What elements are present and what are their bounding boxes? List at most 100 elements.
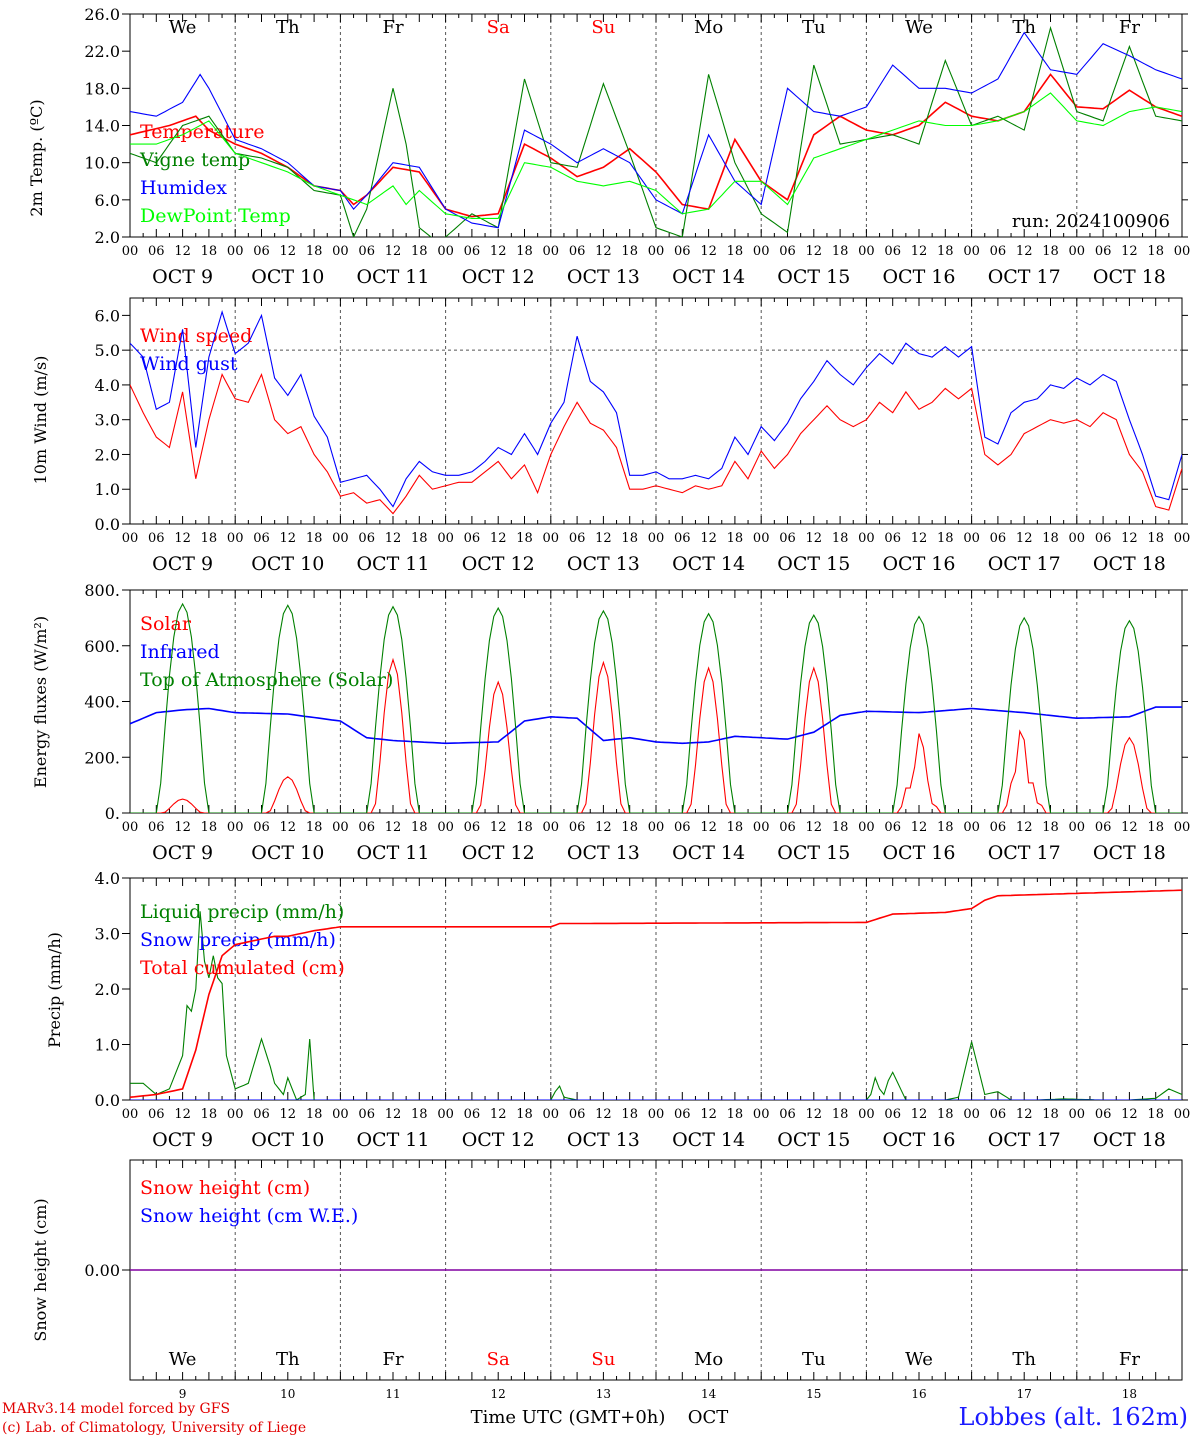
hour-tick-label: 18 bbox=[411, 1107, 428, 1122]
hour-tick-label: 18 bbox=[516, 244, 533, 259]
legend-item: Vigne temp bbox=[139, 149, 250, 171]
hour-tick-label: 00 bbox=[332, 1107, 349, 1122]
hour-tick-label: 06 bbox=[990, 531, 1007, 546]
hour-tick-label: 06 bbox=[569, 820, 586, 835]
weekday-label: Fr bbox=[382, 1349, 403, 1370]
hour-tick-label: 18 bbox=[727, 244, 744, 259]
weekday-label: Tu bbox=[802, 1349, 826, 1370]
day-number-label: 13 bbox=[596, 1387, 611, 1401]
hour-tick-label: 18 bbox=[727, 820, 744, 835]
hour-tick-label: 12 bbox=[1121, 820, 1138, 835]
y-axis-label: Precip (mm/h) bbox=[45, 932, 64, 1048]
hour-tick-label: 12 bbox=[1121, 531, 1138, 546]
date-label: OCT 10 bbox=[251, 1129, 324, 1151]
hour-tick-label: 18 bbox=[306, 1107, 323, 1122]
hour-tick-label: 06 bbox=[464, 820, 481, 835]
hour-tick-label: 18 bbox=[937, 244, 954, 259]
hour-tick-label: 12 bbox=[911, 531, 928, 546]
legend-item: Wind gust bbox=[140, 353, 238, 375]
hour-tick-label: 12 bbox=[1121, 244, 1138, 259]
weekday-label: Mo bbox=[694, 17, 723, 38]
y-tick-label: 3.0 bbox=[95, 925, 120, 944]
y-axis-label: 10m Wind (m/s) bbox=[31, 356, 50, 485]
hour-tick-label: 00 bbox=[543, 244, 560, 259]
hour-tick-label: 00 bbox=[858, 531, 875, 546]
y-tick-label: 4.0 bbox=[95, 869, 120, 888]
date-label: OCT 14 bbox=[672, 1129, 745, 1151]
date-label: OCT 11 bbox=[356, 1129, 429, 1151]
hour-tick-label: 12 bbox=[174, 244, 191, 259]
hour-tick-label: 06 bbox=[990, 1107, 1007, 1122]
hour-tick-label: 06 bbox=[358, 820, 375, 835]
weekday-label: We bbox=[905, 17, 933, 38]
hour-tick-label: 06 bbox=[464, 531, 481, 546]
date-label: OCT 9 bbox=[152, 266, 213, 288]
date-label: OCT 13 bbox=[567, 266, 640, 288]
day-number-label: 10 bbox=[280, 1387, 295, 1401]
hour-tick-label: 06 bbox=[674, 820, 691, 835]
date-label: OCT 9 bbox=[152, 553, 213, 575]
hour-tick-label: 00 bbox=[753, 820, 770, 835]
date-label: OCT 15 bbox=[777, 266, 850, 288]
weekday-label: Su bbox=[591, 17, 615, 38]
hour-tick-label: 12 bbox=[1016, 1107, 1033, 1122]
hour-tick-label: 00 bbox=[648, 820, 665, 835]
hour-tick-label: 12 bbox=[280, 531, 297, 546]
series-line-wind-gust bbox=[130, 309, 1182, 508]
hour-tick-label: 18 bbox=[1147, 244, 1164, 259]
y-axis-label: 2m Temp. (ºC) bbox=[27, 99, 46, 216]
weekday-label: Mo bbox=[694, 1349, 723, 1370]
y-tick-label: 14.0 bbox=[84, 117, 120, 136]
hour-tick-label: 12 bbox=[174, 1107, 191, 1122]
hour-tick-label: 00 bbox=[227, 820, 244, 835]
hour-tick-label: 00 bbox=[122, 531, 139, 546]
hour-tick-label: 00 bbox=[332, 820, 349, 835]
hour-tick-label: 06 bbox=[253, 531, 270, 546]
hour-tick-label: 18 bbox=[937, 820, 954, 835]
hour-tick-label: 00 bbox=[437, 244, 454, 259]
y-axis-label: Energy fluxes (W/m²) bbox=[31, 616, 50, 788]
hour-tick-label: 00 bbox=[437, 1107, 454, 1122]
y-tick-label: 22.0 bbox=[84, 42, 120, 61]
hour-tick-label: 18 bbox=[1042, 531, 1059, 546]
hour-tick-label: 00 bbox=[1174, 531, 1191, 546]
hour-tick-label: 18 bbox=[621, 531, 638, 546]
hour-tick-label: 06 bbox=[1095, 820, 1112, 835]
hour-tick-label: 00 bbox=[753, 531, 770, 546]
x-axis-month-label: OCT bbox=[688, 1407, 729, 1428]
hour-tick-label: 12 bbox=[911, 1107, 928, 1122]
hour-tick-label: 18 bbox=[411, 531, 428, 546]
legend-item: Infrared bbox=[140, 641, 220, 663]
hour-tick-label: 06 bbox=[779, 1107, 796, 1122]
date-label: OCT 17 bbox=[988, 1129, 1061, 1151]
hour-tick-label: 00 bbox=[332, 244, 349, 259]
panel-frame bbox=[129, 13, 1183, 238]
legend-item: Liquid precip (mm/h) bbox=[140, 901, 344, 923]
y-tick-label: 1.0 bbox=[95, 1036, 120, 1055]
hour-tick-label: 00 bbox=[963, 1107, 980, 1122]
hour-tick-label: 06 bbox=[148, 244, 165, 259]
date-label: OCT 13 bbox=[567, 842, 640, 864]
hour-tick-label: 12 bbox=[280, 820, 297, 835]
hour-tick-label: 00 bbox=[648, 1107, 665, 1122]
hour-tick-label: 00 bbox=[227, 1107, 244, 1122]
hour-tick-label: 12 bbox=[700, 820, 717, 835]
hour-tick-label: 12 bbox=[911, 820, 928, 835]
legend-item: Top of Atmosphere (Solar) bbox=[140, 669, 393, 691]
hour-tick-label: 12 bbox=[280, 1107, 297, 1122]
hour-tick-label: 00 bbox=[963, 820, 980, 835]
weekday-label: Th bbox=[276, 17, 300, 38]
hour-tick-label: 18 bbox=[201, 244, 218, 259]
date-label: OCT 16 bbox=[882, 266, 955, 288]
model-credit: MARv3.14 model forced by GFS bbox=[2, 1401, 231, 1417]
hour-tick-label: 00 bbox=[122, 1107, 139, 1122]
date-label: OCT 9 bbox=[152, 842, 213, 864]
day-number-label: 12 bbox=[491, 1387, 506, 1401]
hour-tick-label: 06 bbox=[674, 244, 691, 259]
hour-tick-label: 00 bbox=[122, 820, 139, 835]
hour-tick-label: 12 bbox=[806, 244, 823, 259]
hour-tick-label: 12 bbox=[385, 820, 402, 835]
series-line-dewpoint-temp bbox=[130, 92, 1182, 219]
y-tick-label: 1.0 bbox=[95, 480, 120, 499]
hour-tick-label: 12 bbox=[700, 531, 717, 546]
